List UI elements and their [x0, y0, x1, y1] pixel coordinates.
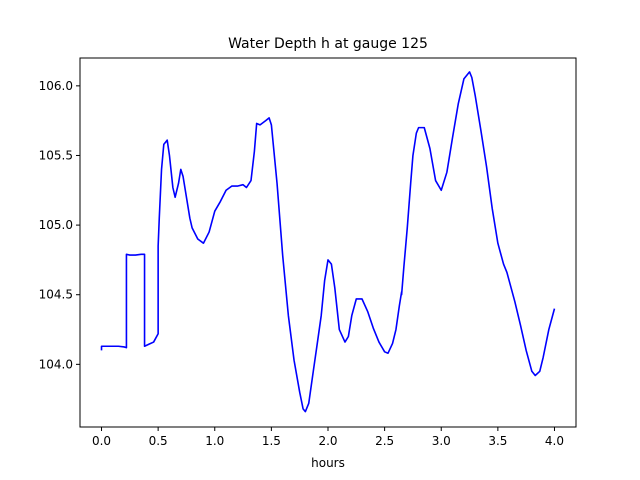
series-line-0	[100, 71, 556, 413]
x-tick-label: 2.0	[318, 434, 337, 448]
y-tick-label: 105.5	[39, 148, 73, 162]
x-tick-label: 2.5	[375, 434, 394, 448]
y-tick-label: 105.0	[39, 218, 73, 232]
x-axis: 0.0 0.5 1.0 1.5 2.0 2.5 3.0 3.5 4.0	[92, 427, 564, 448]
y-tick-label: 106.0	[39, 79, 73, 93]
y-tick-label: 104.0	[39, 357, 73, 371]
x-tick-label: 1.5	[262, 434, 281, 448]
x-tick-label: 0.0	[92, 434, 111, 448]
x-axis-label: hours	[311, 456, 345, 470]
x-tick-label: 4.0	[545, 434, 564, 448]
x-tick-label: 1.0	[205, 434, 224, 448]
data-layer	[100, 71, 556, 413]
y-tick-label: 104.5	[39, 288, 73, 302]
y-axis: 104.0 104.5 105.0 105.5 106.0	[39, 79, 80, 371]
chart-title: Water Depth h at gauge 125	[228, 36, 428, 52]
x-tick-label: 3.0	[432, 434, 451, 448]
x-tick-label: 0.5	[149, 434, 168, 448]
x-tick-label: 3.5	[488, 434, 507, 448]
